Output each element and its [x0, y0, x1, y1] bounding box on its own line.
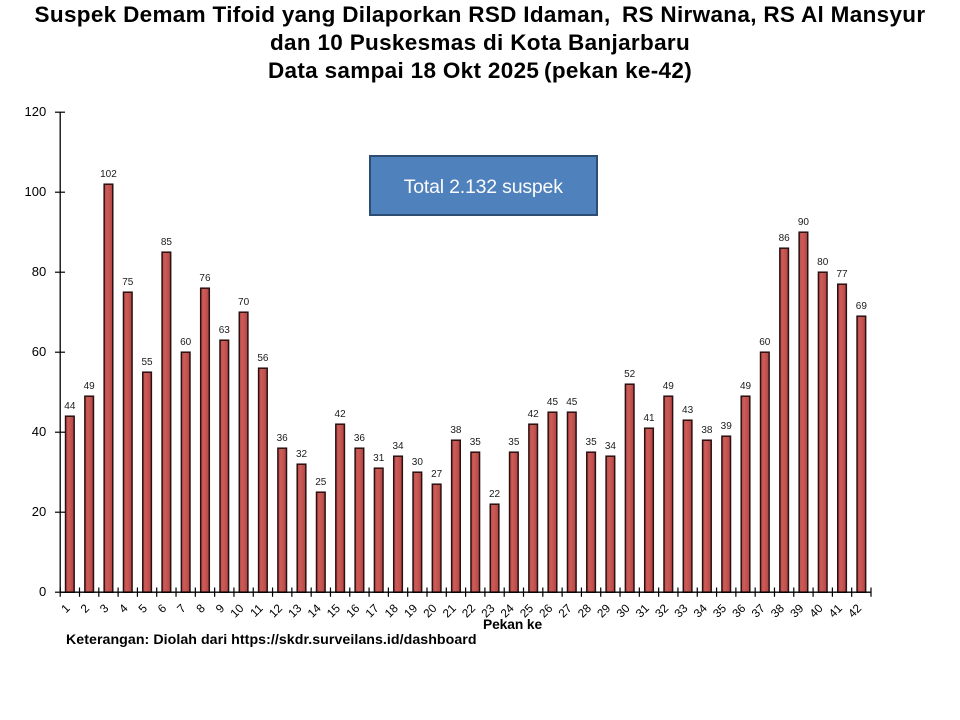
svg-text:33: 33 [671, 601, 690, 620]
svg-text:30: 30 [412, 457, 424, 468]
svg-text:35: 35 [508, 437, 520, 448]
svg-text:60: 60 [32, 344, 46, 359]
svg-text:22: 22 [459, 601, 478, 620]
svg-text:86: 86 [779, 233, 791, 244]
svg-text:29: 29 [594, 601, 613, 620]
svg-text:55: 55 [142, 357, 154, 368]
svg-text:38: 38 [450, 425, 462, 436]
svg-text:49: 49 [663, 381, 675, 392]
svg-text:80: 80 [32, 264, 46, 279]
svg-text:7: 7 [174, 601, 189, 616]
svg-text:56: 56 [257, 353, 269, 364]
svg-text:10: 10 [227, 601, 246, 620]
svg-text:27: 27 [431, 469, 443, 480]
svg-text:1: 1 [58, 601, 73, 616]
svg-text:17: 17 [362, 601, 381, 620]
svg-text:34: 34 [392, 441, 404, 452]
svg-text:8: 8 [193, 601, 208, 616]
svg-text:25: 25 [315, 477, 327, 488]
svg-text:36: 36 [277, 433, 289, 444]
svg-text:85: 85 [161, 237, 173, 248]
svg-text:11: 11 [247, 601, 266, 620]
svg-text:36: 36 [729, 601, 748, 620]
svg-text:18: 18 [382, 601, 401, 620]
svg-text:49: 49 [84, 381, 96, 392]
svg-text:14: 14 [305, 601, 324, 620]
svg-text:22: 22 [489, 489, 501, 500]
svg-text:9: 9 [213, 601, 228, 616]
svg-text:28: 28 [575, 601, 594, 620]
svg-text:35: 35 [470, 437, 482, 448]
svg-text:31: 31 [373, 453, 385, 464]
svg-text:4: 4 [116, 601, 131, 616]
svg-text:40: 40 [806, 601, 825, 620]
svg-text:75: 75 [122, 277, 134, 288]
svg-text:15: 15 [324, 601, 343, 620]
svg-text:60: 60 [180, 337, 192, 348]
svg-text:41: 41 [643, 413, 655, 424]
svg-text:16: 16 [343, 601, 362, 620]
svg-text:102: 102 [100, 169, 117, 180]
svg-text:37: 37 [749, 601, 768, 620]
svg-text:80: 80 [817, 257, 829, 268]
svg-text:100: 100 [24, 184, 46, 199]
svg-text:3: 3 [97, 601, 112, 616]
svg-text:38: 38 [701, 425, 713, 436]
svg-text:70: 70 [238, 297, 250, 308]
svg-text:36: 36 [354, 433, 366, 444]
svg-text:40: 40 [32, 424, 46, 439]
svg-text:52: 52 [624, 369, 636, 380]
svg-text:34: 34 [605, 441, 617, 452]
svg-text:19: 19 [401, 601, 420, 620]
svg-text:32: 32 [296, 449, 308, 460]
svg-text:38: 38 [768, 601, 787, 620]
svg-text:20: 20 [420, 601, 439, 620]
svg-text:90: 90 [798, 217, 810, 228]
svg-text:77: 77 [836, 269, 848, 280]
svg-text:20: 20 [32, 504, 46, 519]
svg-text:63: 63 [219, 325, 231, 336]
svg-text:42: 42 [845, 601, 864, 620]
svg-text:39: 39 [721, 421, 733, 432]
svg-text:43: 43 [682, 405, 694, 416]
svg-text:32: 32 [652, 601, 671, 620]
svg-text:41: 41 [826, 601, 845, 620]
svg-text:27: 27 [556, 601, 575, 620]
svg-text:39: 39 [787, 601, 806, 620]
svg-text:31: 31 [633, 601, 652, 620]
svg-text:42: 42 [335, 409, 347, 420]
svg-text:5: 5 [135, 601, 150, 616]
svg-text:45: 45 [566, 397, 578, 408]
svg-text:42: 42 [528, 409, 540, 420]
svg-text:34: 34 [691, 601, 710, 620]
svg-text:0: 0 [39, 584, 46, 599]
svg-text:21: 21 [440, 601, 459, 620]
svg-text:30: 30 [613, 601, 632, 620]
svg-text:35: 35 [710, 601, 729, 620]
svg-text:13: 13 [285, 601, 304, 620]
svg-text:45: 45 [547, 397, 559, 408]
svg-text:60: 60 [759, 337, 771, 348]
svg-text:76: 76 [199, 273, 211, 284]
svg-text:6: 6 [155, 601, 170, 616]
svg-text:2: 2 [78, 601, 93, 616]
svg-text:12: 12 [266, 601, 285, 620]
svg-text:44: 44 [64, 401, 76, 412]
svg-text:120: 120 [24, 104, 46, 119]
svg-text:69: 69 [856, 301, 868, 312]
svg-text:49: 49 [740, 381, 752, 392]
svg-text:35: 35 [586, 437, 598, 448]
